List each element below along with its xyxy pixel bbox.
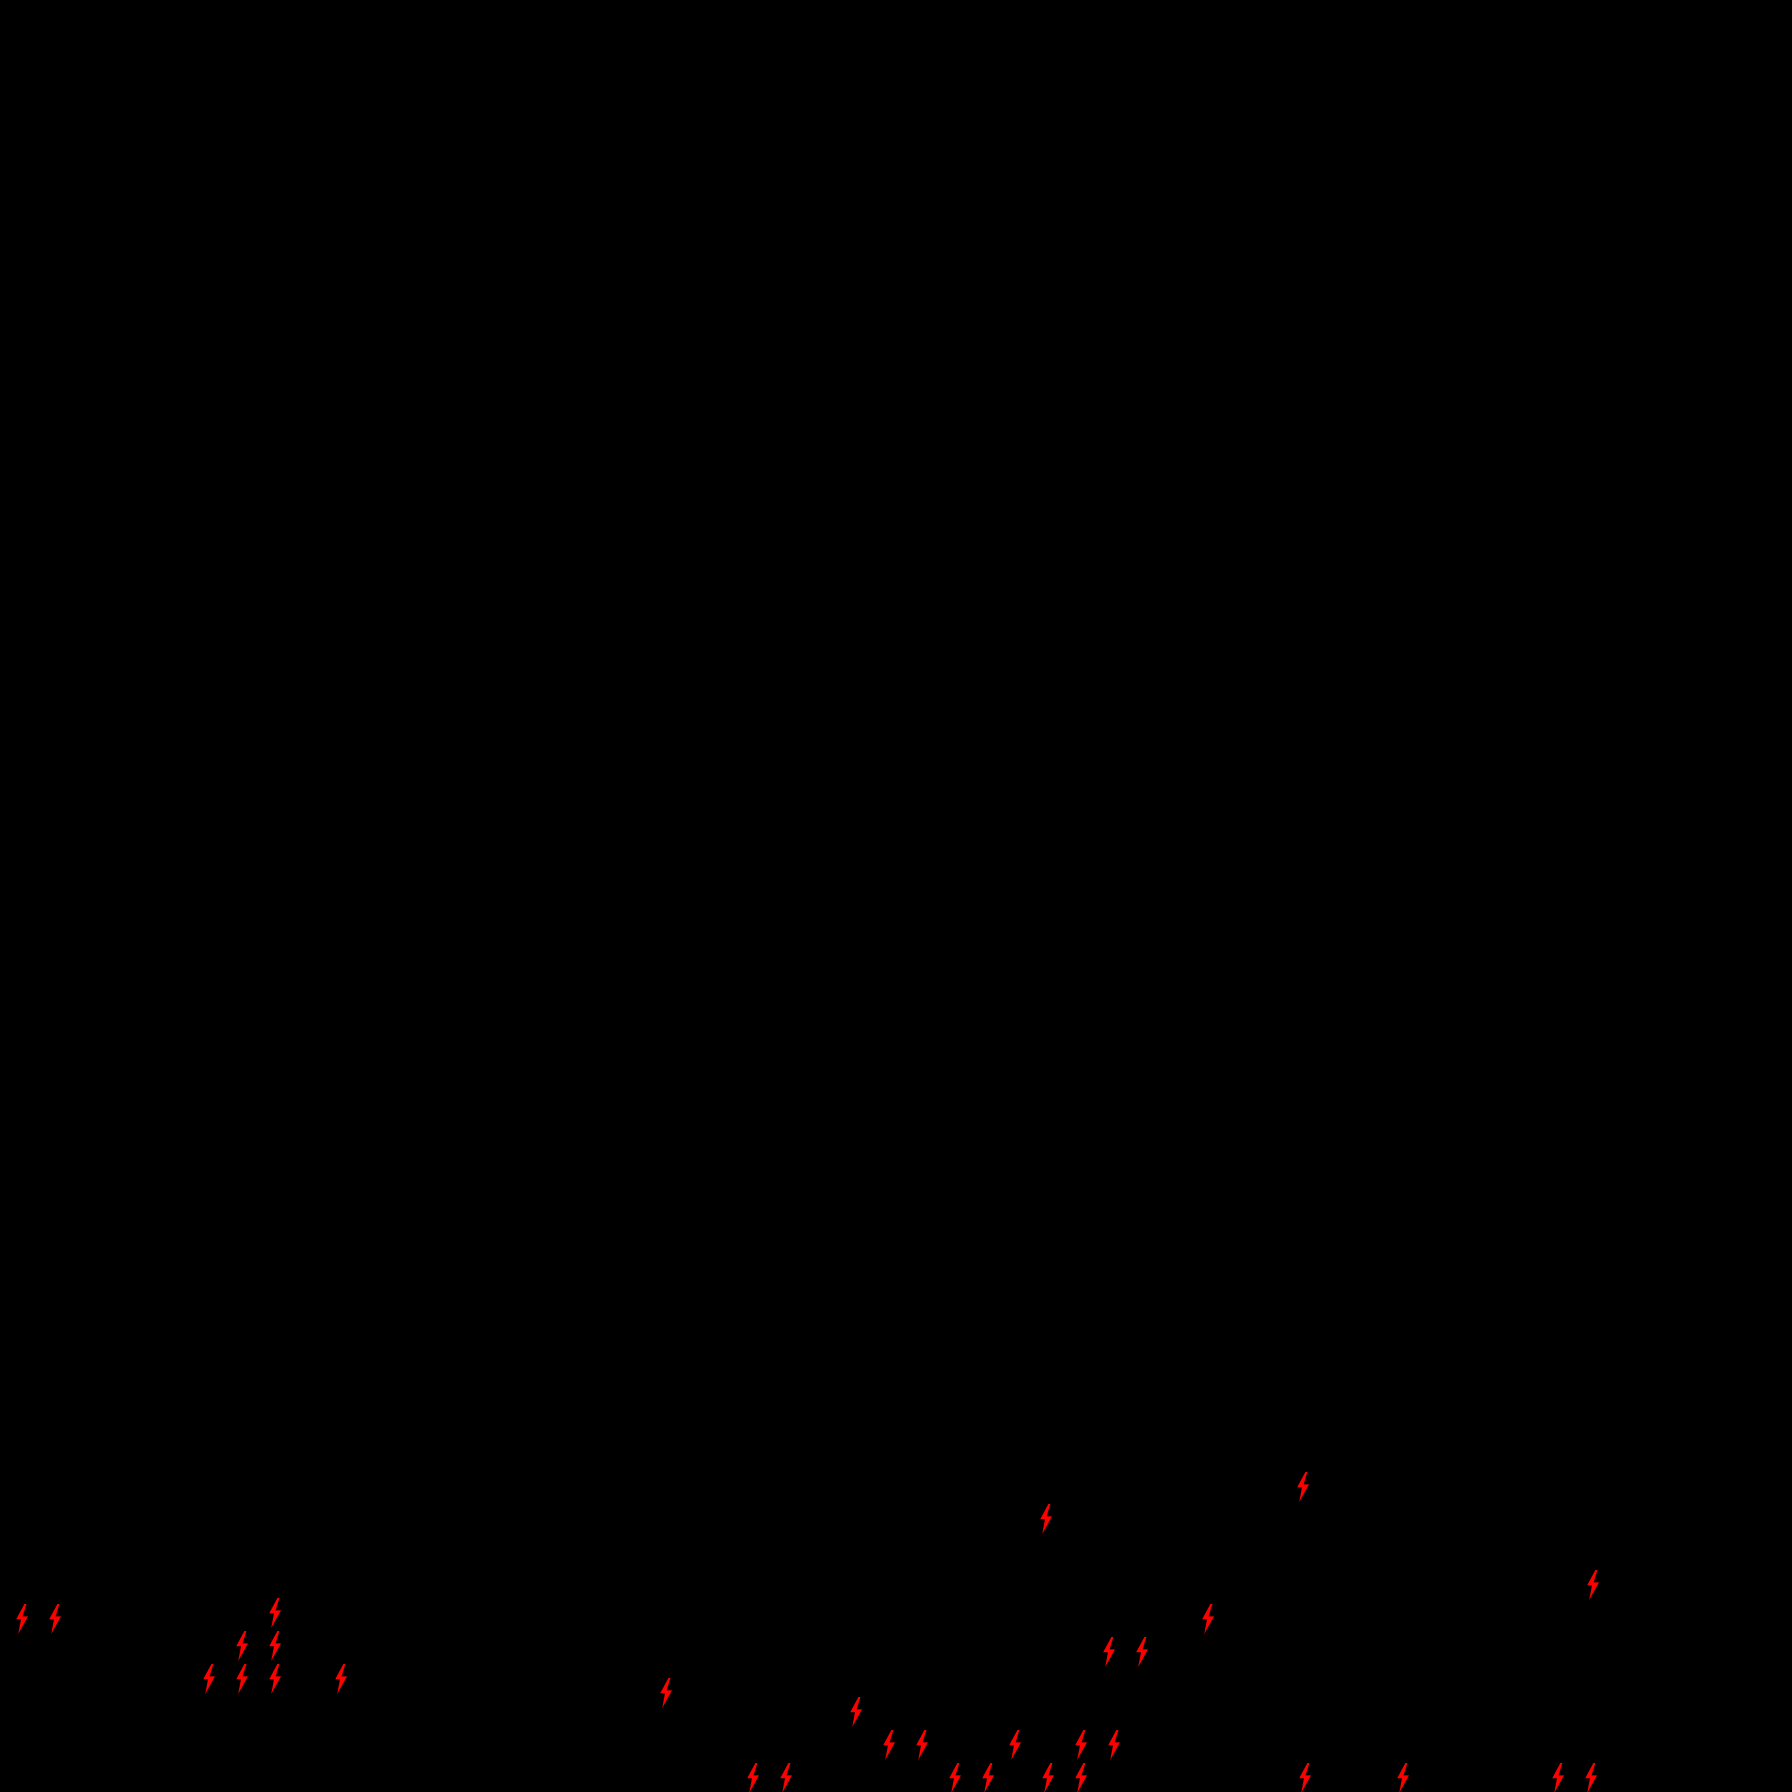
lightning-bolt-icon	[1073, 1730, 1089, 1760]
lightning-bolt-icon	[201, 1664, 217, 1694]
lightning-bolt-icon	[980, 1763, 996, 1792]
lightning-bolt-icon	[267, 1598, 283, 1628]
lightning-bolt-icon	[1583, 1763, 1599, 1792]
lightning-bolt-icon	[1038, 1504, 1054, 1534]
lightning-bolt-icon	[47, 1604, 63, 1634]
lightning-bolt-icon	[881, 1730, 897, 1760]
lightning-bolt-icon	[1101, 1637, 1117, 1667]
lightning-bolt-icon	[1200, 1604, 1216, 1634]
lightning-bolt-icon	[947, 1763, 963, 1792]
lightning-bolt-icon	[745, 1763, 761, 1792]
lightning-bolt-icon	[1040, 1763, 1056, 1792]
lightning-bolt-icon	[234, 1631, 250, 1661]
lightning-bolt-icon	[234, 1664, 250, 1694]
lightning-bolt-icon	[848, 1697, 864, 1727]
lightning-bolt-icon	[14, 1604, 30, 1634]
lightning-bolt-icon	[1106, 1730, 1122, 1760]
lightning-bolt-icon	[1550, 1763, 1566, 1792]
lightning-bolt-icon	[1073, 1763, 1089, 1792]
lightning-bolt-icon	[1395, 1763, 1411, 1792]
lightning-bolt-icon	[1007, 1730, 1023, 1760]
lightning-bolt-icon	[1295, 1472, 1311, 1502]
lightning-bolt-icon	[267, 1664, 283, 1694]
lightning-bolt-icon	[778, 1763, 794, 1792]
lightning-bolt-icon	[658, 1678, 674, 1708]
lightning-bolt-icon	[1297, 1763, 1313, 1792]
empty-upper-field	[0, 0, 1792, 1400]
lightning-bolt-icon	[267, 1631, 283, 1661]
lightning-bolt-icon	[1134, 1637, 1150, 1667]
lightning-bolt-icon	[914, 1730, 930, 1760]
lightning-bolt-icon	[1585, 1570, 1601, 1600]
lightning-bolt-icon	[333, 1664, 349, 1694]
